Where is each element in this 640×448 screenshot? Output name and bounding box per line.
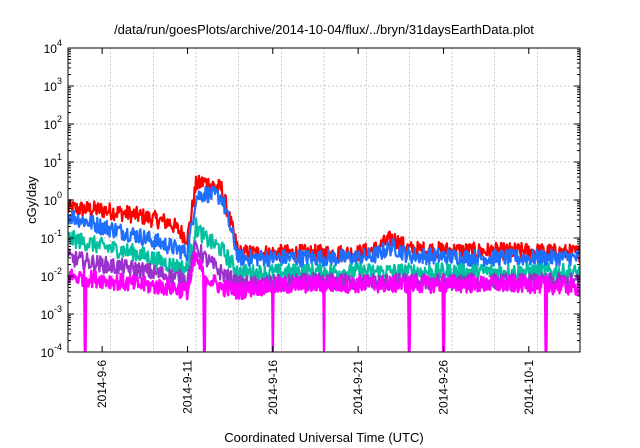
x-axis-label: Coordinated Universal Time (UTC) — [224, 430, 423, 445]
y-tick-exponent: 2 — [57, 114, 62, 124]
y-tick-label: 103 — [44, 76, 62, 94]
x-tick-label: 2014-9-21 — [351, 360, 365, 415]
x-tick-label: 2014-9-11 — [180, 360, 194, 414]
y-tick-exponent: -3 — [54, 304, 62, 314]
y-tick-exponent: -4 — [54, 342, 62, 352]
series-line-5 — [68, 251, 580, 352]
plot-area — [68, 174, 580, 352]
x-tick-label: 2014-9-16 — [266, 360, 280, 415]
y-tick-exponent: 4 — [57, 38, 62, 48]
y-tick-label: 102 — [44, 114, 62, 132]
y-tick-exponent: -1 — [54, 228, 62, 238]
y-tick-exponent: -2 — [54, 266, 62, 276]
x-tick-label: 2014-9-6 — [95, 360, 109, 408]
chart-title: /data/run/goesPlots/archive/2014-10-04/f… — [114, 22, 534, 37]
series-line-2 — [68, 185, 580, 268]
y-tick-label: 10-4 — [41, 342, 62, 360]
y-tick-exponent: 0 — [57, 190, 62, 200]
series-line-3 — [68, 217, 580, 283]
y-tick-exponent: 1 — [57, 152, 62, 162]
series-group — [68, 174, 580, 352]
y-tick-label: 10-2 — [41, 266, 62, 284]
y-tick-exponent: 3 — [57, 76, 62, 86]
y-axis-label: cGy/day — [24, 176, 39, 224]
x-axis: 2014-9-6 2014-9-11 2014-9-16 2014-9-21 2014-… — [95, 48, 536, 415]
x-tick-label: 2014-9-26 — [436, 360, 450, 415]
y-tick-label: 101 — [44, 152, 62, 170]
x-tick-label: 2014-10-1 — [522, 360, 536, 415]
y-tick-label: 104 — [44, 38, 62, 56]
y-tick-label: 10-1 — [41, 228, 62, 246]
y-tick-label: 10-3 — [41, 304, 62, 322]
y-tick-label: 100 — [44, 190, 62, 208]
